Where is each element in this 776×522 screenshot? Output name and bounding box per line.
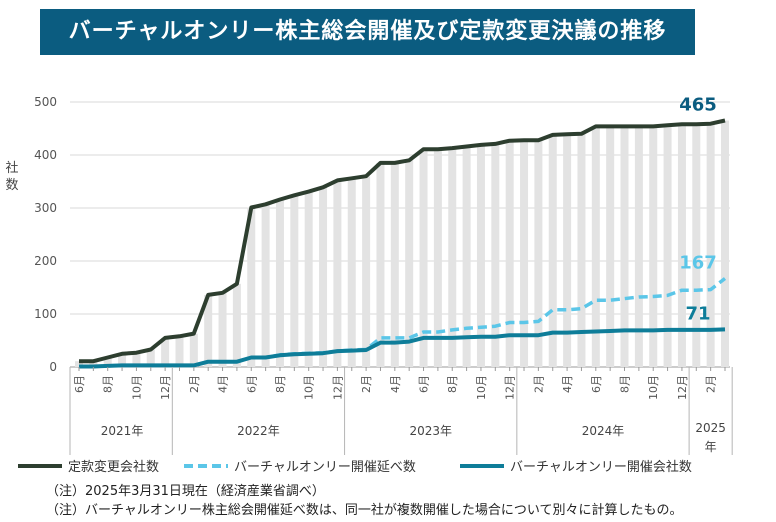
title-banner: バーチャルオンリー株主総会開催及び定款変更決議の推移 [40,9,695,55]
month-bar [319,187,328,367]
year-label: 2021年 [101,424,144,438]
month-bar [663,125,672,367]
year-label: 2025 年 [695,421,726,454]
x-tick-label: 8月 [446,375,459,393]
y-axis-label-char: 社 [5,160,18,176]
x-tick-label: 6月 [590,375,603,393]
month-bar [304,191,313,367]
month-bar [677,124,686,367]
x-tick-label: 2月 [360,375,373,393]
x-tick-label: 8月 [619,375,632,393]
month-bar [620,126,629,367]
month-bar [189,333,198,367]
y-tick-label: 300 [34,201,57,215]
x-tick-label: 4月 [389,375,402,393]
x-tick-label: 4月 [217,375,230,393]
month-bar [290,195,299,367]
month-bar [591,126,600,367]
line-chart: 0 100 200 300 400 500 社数 465 167 71 6月 8月 10月 12月 2月 4月… [5,95,733,475]
series-line-2 [79,277,727,369]
series-line-3 [79,327,726,369]
month-bar [132,352,141,367]
end-label-2: 167 [679,252,717,273]
x-tick-label: 8月 [274,375,287,393]
x-tick-label: 12月 [159,375,172,400]
footnote-2: （注）バーチャルオンリー株主総会開催延べ数は、同一社が複数開催した場合について別… [46,503,683,518]
month-bar [505,140,514,367]
month-bar [577,133,586,367]
year-label: 2024年 [582,424,625,438]
y-tick-label: 500 [34,95,57,109]
x-tick-label: 10月 [475,375,488,400]
series-line-1 [79,118,726,364]
end-label-3: 71 [685,303,710,324]
y-tick-label: 200 [34,254,57,268]
legend-label-1: 定款変更会社数 [68,459,159,475]
month-bar [275,199,284,367]
x-tick-label: 2月 [188,375,201,393]
chart-title: バーチャルオンリー株主総会開催及び定款変更決議の推移 [68,19,667,44]
month-bar [390,162,399,367]
month-bar [232,283,241,367]
month-bar [520,140,529,367]
month-bar [146,349,155,367]
x-tick-label: 6月 [245,375,258,393]
month-bar [433,149,442,367]
month-bar [534,140,543,367]
x-tick-label: 12月 [504,375,517,400]
month-bar [204,294,213,367]
month-bar [175,336,184,367]
x-tick-label: 12月 [676,375,689,400]
year-label: 2022年 [237,424,280,438]
x-tick-label: 10月 [303,375,316,400]
month-bar [376,162,385,367]
x-tick-label: 2月 [705,375,718,393]
month-bar [563,134,572,367]
y-axis-label-char: 数 [5,178,18,193]
month-bar [247,207,256,367]
month-bar [405,160,414,367]
month-bar [75,361,83,367]
x-tick-label: 4月 [561,375,574,393]
month-bar [706,123,715,367]
month-bar [333,180,342,367]
month-bar [548,134,557,367]
year-label: 2023年 [409,424,452,438]
footnote-1: （注）2025年3月31日現在（経済産業省調べ） [46,484,325,499]
month-bar [118,353,127,367]
x-tick-label: 10月 [130,375,143,400]
legend-label-2: バーチャルオンリー開催延べ数 [234,460,416,475]
month-bar [448,148,457,367]
y-tick-label: 100 [34,307,57,321]
month-bar [419,149,428,367]
month-bar [218,292,227,367]
month-bar [89,361,98,367]
month-bar [462,146,471,367]
footnotes: （注）2025年3月31日現在（経済産業省調べ） （注）バーチャルオンリー株主総… [46,482,682,520]
x-tick-label: 6月 [418,375,431,393]
x-tick-label: 12月 [331,375,344,400]
month-bar [649,126,658,367]
month-bar [692,124,701,367]
month-bar [606,126,615,367]
y-tick-label: 0 [49,360,57,374]
month-bar [634,126,643,367]
month-bar [721,120,729,367]
month-bar [261,204,270,367]
x-tick-label: 2月 [532,375,545,393]
legend-label-3: バーチャルオンリー開催会社数 [510,459,692,475]
x-tick-label: 6月 [73,375,86,393]
month-bar [476,144,485,367]
month-bar [362,176,371,367]
month-bar [491,143,500,367]
month-bar [161,337,170,367]
month-bar [103,357,112,367]
end-label-1: 465 [679,95,717,116]
x-tick-label: 10月 [647,375,660,400]
month-bar [347,178,356,367]
y-tick-label: 400 [34,148,57,162]
x-tick-label: 8月 [102,375,115,393]
